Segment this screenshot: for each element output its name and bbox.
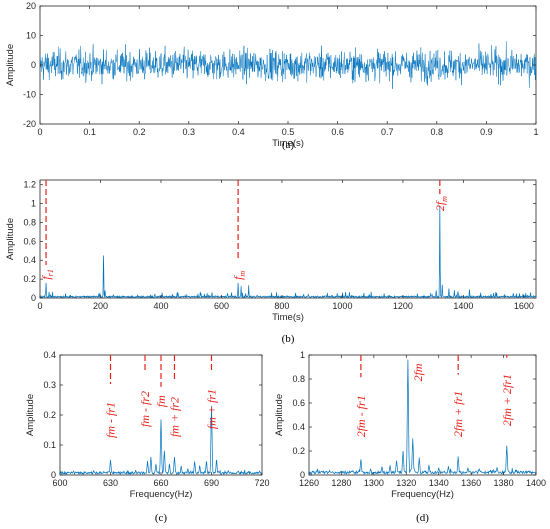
x-tick-label: 1340 [429, 478, 449, 488]
y-tick-label: 0.8 [23, 217, 36, 227]
marker-label: 2fm + 2fr1 [500, 374, 514, 426]
x-tick-label: 1320 [396, 478, 416, 488]
y-axis-label: Amplitude [25, 394, 36, 436]
x-tick-label: 200 [93, 301, 108, 311]
x-tick-label: 800 [274, 301, 289, 311]
x-tick-label: 1400 [453, 301, 473, 311]
plot-frame [308, 354, 537, 476]
y-tick-label: 10 [26, 31, 36, 41]
x-tick-label: 400 [153, 301, 168, 311]
x-tick-label: 1400 [526, 478, 546, 488]
y-tick-label: 0 [51, 470, 56, 480]
y-tick-label: 1 [31, 199, 36, 209]
y-tick-label: 20 [26, 1, 36, 11]
x-tick-label: 1380 [494, 478, 514, 488]
marker-label: fm [154, 395, 168, 407]
x-tick-label: 0.4 [232, 127, 245, 137]
y-axis-label: Amplitude [5, 218, 16, 260]
y-tick-label: 1.2 [23, 180, 36, 190]
y-tick-label: 0.8 [292, 374, 305, 384]
x-tick-label: 0.8 [431, 127, 444, 137]
y-tick-label: 0.2 [43, 410, 56, 420]
series-line [39, 41, 537, 89]
y-tick-label: -20 [23, 119, 36, 129]
marker-label: fm + fr1 [205, 389, 219, 429]
y-tick-label: 0.2 [292, 446, 305, 456]
x-tick-label: 0.9 [480, 127, 493, 137]
x-axis-label: Time(s) [272, 138, 304, 149]
x-tick-label: 0.6 [331, 127, 344, 137]
x-tick-label: 630 [103, 478, 118, 488]
x-tick-label: 0.3 [183, 127, 196, 137]
marker-label: 2fm [411, 363, 425, 381]
marker-label: 2fm + fr1 [451, 391, 465, 437]
y-tick-label: 0 [300, 470, 305, 480]
x-tick-label: 1600 [514, 301, 534, 311]
x-axis-label: Frequency(Hz) [130, 489, 193, 500]
x-axis-label: Frequency(Hz) [391, 489, 454, 500]
x-tick-label: 1300 [364, 478, 384, 488]
y-axis-label: Amplitude [274, 394, 285, 436]
y-tick-label: 0.1 [43, 440, 56, 450]
panel-d: 1260 1280 1300 1320 1340 1360 1380 1400 0 0.2 0.4 0… [274, 350, 546, 524]
marker-label: fr1 [39, 269, 55, 279]
y-tick-label: 0.3 [43, 380, 56, 390]
marker-label: fm [231, 271, 247, 280]
panel-a: 0 0.1 0.2 0.3 0.4 0.5 0.6 0.7 0.8 0.9 1 -20 -10 0 10 20… [5, 1, 539, 151]
series-line [59, 405, 263, 476]
x-tick-label: 1200 [393, 301, 413, 311]
x-axis-label: Time(s) [272, 312, 304, 323]
y-tick-label: 0 [31, 293, 36, 303]
y-tick-label: 1 [300, 350, 305, 360]
x-tick-label: 1260 [299, 478, 319, 488]
panel-label: (d) [416, 512, 429, 524]
y-tick-label: 0.6 [23, 236, 36, 246]
marker-label: 2fm [433, 196, 449, 211]
x-tick-label: 0.7 [381, 127, 394, 137]
panel-c: 600 630 660 690 720 0 0.1 0.2 0.3 0.4 Frequency(Hz… [25, 350, 270, 524]
x-tick-label: 1000 [332, 301, 352, 311]
y-tick-label: 0 [31, 60, 36, 70]
series-line [39, 205, 537, 299]
panel-label: (c) [155, 512, 168, 524]
panel-label: (b) [282, 333, 295, 345]
series-line [308, 359, 537, 476]
panel-b: 0 200 400 600 800 1000 1200 1400 1600 0 0.2 0.4 0.6 0… [5, 179, 537, 345]
y-tick-label: 0.4 [23, 255, 36, 265]
y-tick-label: 0.6 [292, 398, 305, 408]
x-tick-label: 0.1 [83, 127, 96, 137]
x-tick-label: 720 [254, 478, 269, 488]
x-tick-label: 0 [37, 301, 42, 311]
x-tick-label: 660 [153, 478, 168, 488]
y-tick-label: -10 [23, 90, 36, 100]
y-axis-label: Amplitude [5, 44, 16, 86]
x-tick-label: 1280 [331, 478, 351, 488]
y-tick-label: 0.4 [43, 350, 56, 360]
x-tick-label: 0 [37, 127, 42, 137]
panel-label: (a) [282, 139, 295, 151]
y-tick-label: 0.2 [23, 274, 36, 284]
marker-label: fm + fr2 [167, 397, 181, 437]
x-tick-label: 600 [52, 478, 67, 488]
marker-label: 2fm - fr1 [354, 395, 368, 437]
y-tick-label: 0.4 [292, 422, 305, 432]
marker-label: fm - fr2 [138, 391, 152, 427]
x-tick-label: 1360 [461, 478, 481, 488]
marker-label: fm - fr1 [104, 402, 118, 438]
x-tick-label: 1 [533, 127, 538, 137]
x-tick-label: 600 [214, 301, 229, 311]
x-tick-label: 690 [204, 478, 219, 488]
x-tick-label: 0.5 [282, 127, 295, 137]
x-tick-label: 0.2 [133, 127, 146, 137]
plot-frame [39, 179, 537, 299]
